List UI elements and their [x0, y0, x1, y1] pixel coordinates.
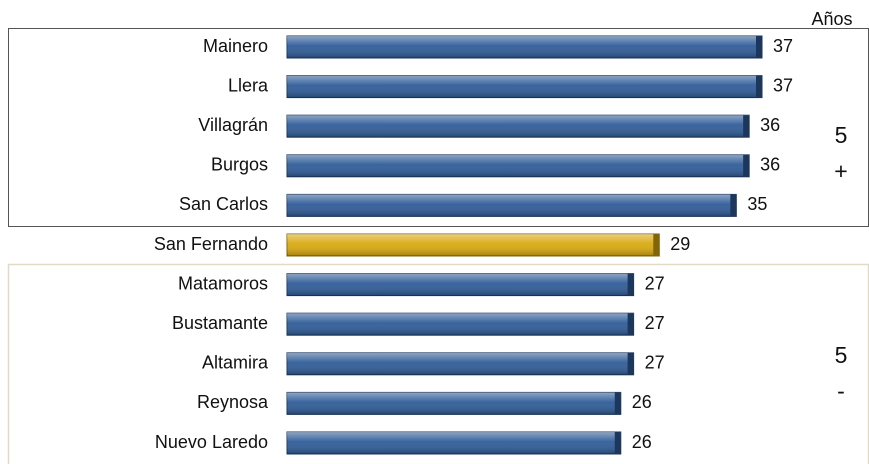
category-label: San Fernando — [154, 234, 268, 254]
bar-shine — [287, 194, 737, 217]
category-label: Villagrán — [198, 115, 268, 135]
category-label: Matamoros — [178, 273, 268, 293]
group-label: + — [834, 158, 847, 184]
bar-end — [627, 273, 634, 296]
value-label: 26 — [632, 392, 652, 412]
bar-shine — [287, 392, 621, 415]
value-label: 37 — [773, 75, 793, 95]
value-label: 26 — [632, 432, 652, 452]
bar-shine — [287, 313, 634, 336]
bar-shine — [287, 273, 634, 296]
category-label: Llera — [228, 75, 269, 95]
unit-label: Años — [811, 9, 852, 29]
bar-shine — [287, 234, 660, 256]
bar-end — [627, 313, 634, 336]
bar-end — [653, 234, 660, 256]
category-label: Bustamante — [172, 313, 268, 333]
category-label: Altamira — [202, 353, 269, 373]
value-label: 27 — [645, 313, 665, 333]
unit-label-bg — [800, 8, 869, 28]
value-label: 36 — [760, 155, 780, 175]
bar-end — [614, 432, 621, 454]
bar-end — [743, 154, 750, 177]
value-label: 27 — [645, 273, 665, 293]
bar-end — [627, 352, 634, 375]
bar-end — [730, 194, 737, 217]
bar-shine — [287, 36, 762, 58]
category-label: Burgos — [211, 155, 268, 175]
bar-shine — [287, 432, 621, 454]
bar-shine — [287, 75, 762, 98]
value-label: 36 — [760, 115, 780, 135]
value-label: 37 — [773, 36, 793, 56]
category-label: Mainero — [203, 36, 268, 56]
value-label: 35 — [747, 194, 767, 214]
group-label: 5 — [835, 342, 848, 368]
value-label: 27 — [645, 353, 665, 373]
group-label: - — [837, 378, 845, 404]
category-label: Reynosa — [197, 392, 269, 412]
bar-end — [756, 75, 762, 98]
bar-shine — [287, 154, 750, 177]
bar-end — [756, 36, 762, 58]
group-label: 5 — [835, 122, 848, 148]
category-label: San Carlos — [179, 194, 268, 214]
bar-end — [614, 392, 621, 415]
bar-shine — [287, 352, 634, 375]
bar-shine — [287, 115, 750, 138]
bar-end — [743, 115, 750, 138]
category-label: Nuevo Laredo — [155, 432, 268, 452]
value-label: 29 — [670, 234, 690, 254]
